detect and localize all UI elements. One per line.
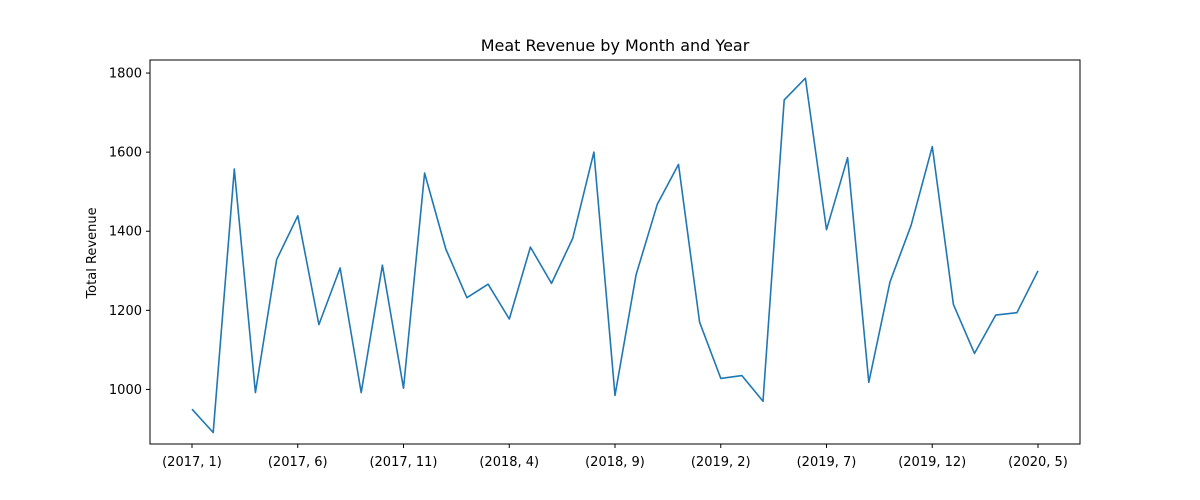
plot-area: 1000 1200 1400 1600 1800 (2017, 1) (2017, 6) (2… bbox=[109, 67, 1068, 470]
x-tick-label: (2017, 1) bbox=[162, 455, 222, 470]
y-tick-label: 1400 bbox=[109, 225, 142, 240]
y-tick-label: 1600 bbox=[109, 146, 142, 161]
x-tick-label: (2019, 12) bbox=[898, 455, 966, 470]
x-tick-label: (2020, 5) bbox=[1008, 455, 1068, 470]
x-tick-label: (2017, 6) bbox=[268, 455, 328, 470]
x-tick-label: (2019, 7) bbox=[797, 455, 857, 470]
y-axis-label: Total Revenue bbox=[85, 207, 100, 299]
x-tick-label: (2018, 9) bbox=[585, 455, 645, 470]
y-tick-label: 1000 bbox=[109, 383, 142, 398]
y-tick-label: 1800 bbox=[109, 67, 142, 82]
series-line bbox=[191, 77, 1039, 434]
x-tick-label: (2019, 2) bbox=[691, 455, 751, 470]
x-tick-label: (2018, 4) bbox=[479, 455, 539, 470]
x-tick-label: (2017, 11) bbox=[369, 455, 437, 470]
y-tick-label: 1200 bbox=[109, 304, 142, 319]
plot-frame bbox=[149, 59, 1081, 445]
chart-title: Meat Revenue by Month and Year bbox=[481, 36, 750, 55]
